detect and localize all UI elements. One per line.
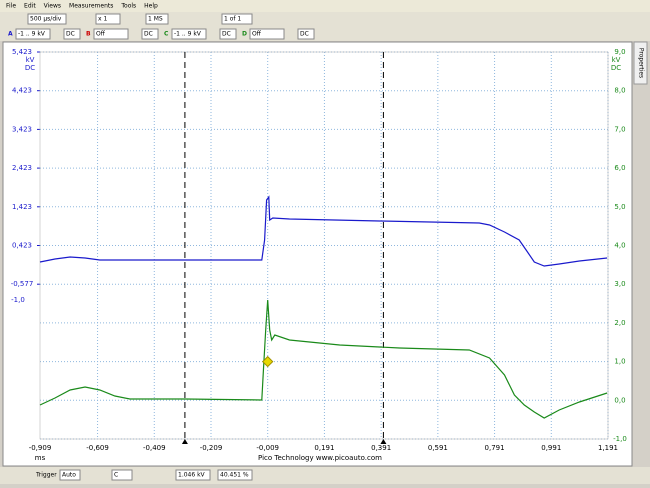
zoom-box[interactable] [95, 13, 121, 25]
channel-range[interactable]: -1 .. 9 kV [174, 31, 202, 38]
y-tick-label: -0,577 [11, 280, 34, 288]
y2-axis-label: kV [612, 56, 621, 64]
status-level-box[interactable] [175, 469, 211, 481]
channel-range[interactable]: Off [252, 31, 262, 38]
y2-tick-label: 5,0 [614, 203, 625, 211]
x-start-label: -0,909 [29, 444, 52, 452]
y2-tick-label: 7,0 [614, 125, 625, 133]
y-tick-label: 3,423 [12, 125, 32, 133]
x-tick-label: 0,191 [314, 444, 334, 452]
timebase-box[interactable] [27, 13, 67, 25]
y2-tick-label: 0,0 [614, 396, 625, 404]
trace [39, 299, 608, 419]
channel-name[interactable]: B [86, 31, 91, 38]
y2-tick-label: 3,0 [614, 280, 625, 288]
x-axis-label: ms [35, 454, 46, 462]
status-pretrigger-box[interactable] [217, 469, 253, 481]
x-tick-label: -0,609 [86, 444, 109, 452]
y-tick-label: 4,423 [12, 87, 32, 95]
channel-range-box[interactable] [93, 28, 129, 40]
status-source-box[interactable] [111, 469, 133, 481]
y2-tick-label: -1,0 [613, 435, 627, 443]
status-source[interactable]: C [114, 472, 118, 479]
y-axis-label: kV [26, 56, 35, 64]
x-tick-label: -0,209 [200, 444, 223, 452]
channel-coupling-box[interactable] [141, 28, 159, 40]
channel-coupling[interactable]: DC [66, 31, 75, 38]
status-pretrigger[interactable]: 40.451 % [220, 472, 249, 479]
y2-axis-label: DC [611, 64, 621, 72]
y2-tick-label: 1,0 [614, 358, 625, 366]
cursor-handle[interactable] [181, 439, 188, 444]
status-mode[interactable]: Auto [62, 472, 76, 479]
channel-range-box[interactable] [249, 28, 285, 40]
channel-range[interactable]: Off [96, 31, 106, 38]
menu-item[interactable]: File [6, 3, 16, 10]
channel-coupling-box[interactable] [63, 28, 81, 40]
plot-frame [39, 51, 609, 440]
x-tick-label: 0,991 [541, 444, 561, 452]
status-level[interactable]: 1.046 kV [178, 472, 206, 479]
side-tab[interactable]: Properties [638, 48, 645, 78]
x-tick-label: 0,591 [428, 444, 448, 452]
channel-range-box[interactable] [15, 28, 51, 40]
channel-coupling[interactable]: DC [144, 31, 153, 38]
y2-tick-label: 9,0 [614, 48, 625, 56]
y-extra-label: -1,0 [11, 296, 25, 304]
x-tick-label: 0,791 [485, 444, 505, 452]
timebase[interactable]: 500 µs/div [30, 16, 62, 23]
buffer[interactable]: 1 of 1 [224, 16, 241, 23]
y-tick-label: 5,423 [12, 48, 32, 56]
y-tick-label: 0,423 [12, 242, 32, 250]
menu-item[interactable]: Views [44, 3, 61, 10]
channel-name[interactable]: A [8, 31, 13, 38]
status-trigger: Trigger [35, 472, 57, 479]
cursor-handle[interactable] [380, 439, 387, 444]
channel-coupling[interactable]: DC [300, 31, 309, 38]
y2-tick-label: 6,0 [614, 164, 625, 172]
channel-coupling-box[interactable] [297, 28, 315, 40]
channel-name[interactable]: D [242, 31, 247, 38]
channel-range[interactable]: -1 .. 9 kV [18, 31, 46, 38]
menu-item[interactable]: Tools [120, 3, 136, 10]
channel-coupling-box[interactable] [219, 28, 237, 40]
y-tick-label: 2,423 [12, 164, 32, 172]
footer: Pico Technology www.picoauto.com [258, 454, 382, 462]
y2-tick-label: 8,0 [614, 87, 625, 95]
channel-name[interactable]: C [164, 31, 169, 38]
channel-coupling[interactable]: DC [222, 31, 231, 38]
trace [39, 195, 608, 267]
x-tick-label: 1,191 [598, 444, 618, 452]
menu-item[interactable]: Edit [24, 3, 36, 10]
x-tick-label: -0,409 [143, 444, 166, 452]
x-tick-label: 0,391 [371, 444, 391, 452]
menu-item[interactable]: Help [144, 3, 158, 10]
status-mode-box[interactable] [59, 469, 81, 481]
channel-range-box[interactable] [171, 28, 207, 40]
x-tick-label: -0,009 [256, 444, 279, 452]
samples-box[interactable] [145, 13, 169, 25]
zoom[interactable]: x 1 [98, 16, 107, 23]
menu-item[interactable]: Measurements [69, 3, 113, 10]
trigger-marker[interactable] [262, 355, 274, 368]
buffer-box[interactable] [221, 13, 253, 25]
y-axis-label: DC [25, 64, 35, 72]
y2-tick-label: 4,0 [614, 242, 625, 250]
y-tick-label: 1,423 [12, 203, 32, 211]
y2-tick-label: 2,0 [614, 319, 625, 327]
samples[interactable]: 1 MS [148, 16, 163, 23]
